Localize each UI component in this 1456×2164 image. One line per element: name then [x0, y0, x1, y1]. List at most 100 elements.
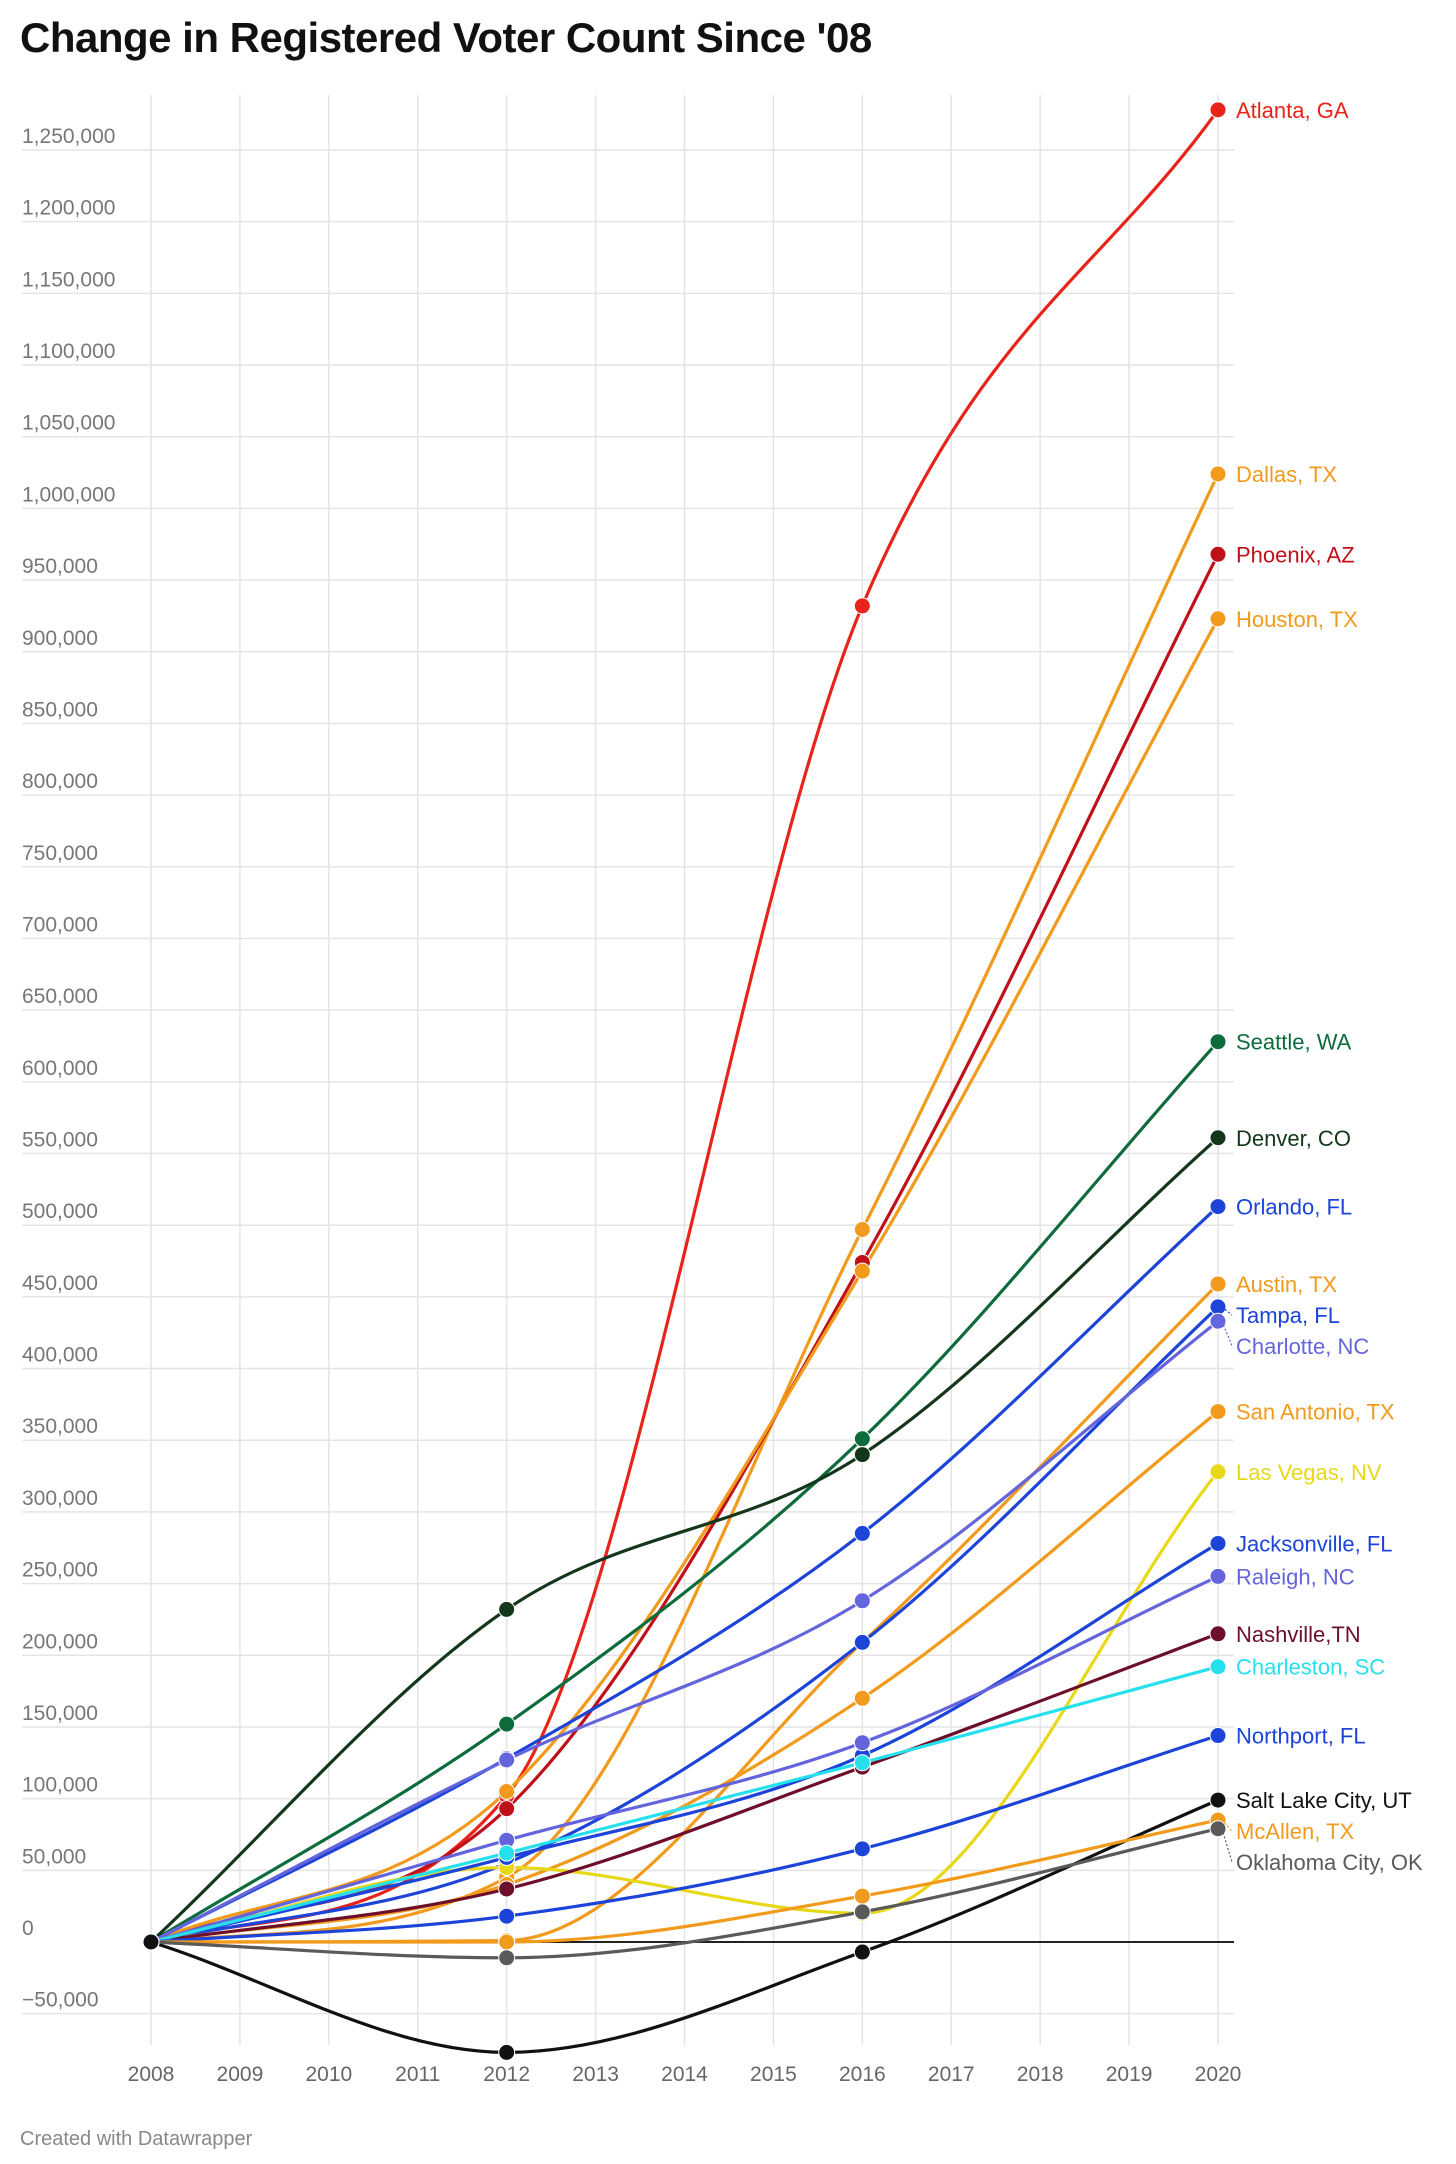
y-tick-label: 800,000 — [22, 770, 98, 793]
data-point — [853, 1221, 871, 1239]
x-tick-label: 2013 — [572, 2063, 619, 2086]
y-tick-label: 650,000 — [22, 985, 98, 1008]
data-point — [853, 1430, 871, 1448]
y-tick-label: 500,000 — [22, 1200, 98, 1223]
series-line — [149, 1136, 1220, 1944]
y-tick-label: 1,100,000 — [22, 340, 115, 363]
series-line — [149, 472, 1220, 1944]
x-tick-label: 2019 — [1106, 2063, 1153, 2086]
y-tick-label: 1,000,000 — [22, 483, 115, 506]
y-tick-label: 1,050,000 — [22, 412, 115, 435]
data-point — [1209, 1129, 1227, 1147]
data-point — [1209, 101, 1227, 119]
label-leader — [1221, 1828, 1233, 1863]
y-tick-label: 950,000 — [22, 555, 98, 578]
x-tick-label: 2010 — [305, 2063, 352, 2086]
data-point — [498, 1949, 516, 1967]
x-tick-label: 2020 — [1195, 2063, 1242, 2086]
y-tick-label: 200,000 — [22, 1630, 98, 1653]
data-point — [853, 1689, 871, 1707]
series-line — [149, 1818, 1220, 1944]
footer-credit: Created with Datawrapper — [20, 2128, 253, 2150]
series-label: Raleigh, NC — [1236, 1564, 1355, 1589]
series-label: Jacksonville, FL — [1236, 1531, 1393, 1556]
data-point — [1209, 465, 1227, 483]
axis-layer: 2008 2009 2010 2011 2012 2013 2014 2015 2016 2017… — [22, 125, 1241, 2086]
series-line — [149, 1541, 1220, 1944]
y-tick-label: 600,000 — [22, 1057, 98, 1080]
data-point — [1209, 1567, 1227, 1585]
series-label: Atlanta, GA — [1236, 98, 1349, 123]
data-point — [1209, 610, 1227, 628]
series-label: Seattle, WA — [1236, 1030, 1352, 1055]
series-label: Denver, CO — [1236, 1126, 1351, 1151]
series-line — [149, 1632, 1220, 1944]
y-tick-label: −50,000 — [22, 1989, 99, 2012]
x-tick-label: 2017 — [928, 2063, 975, 2086]
data-point — [498, 1751, 516, 1769]
data-point — [853, 1524, 871, 1542]
series-label: Dallas, TX — [1236, 462, 1337, 487]
series-line — [149, 617, 1220, 1944]
data-point — [1209, 1534, 1227, 1552]
x-tick-label: 2016 — [839, 2063, 886, 2086]
label-leader — [1221, 1819, 1233, 1832]
y-tick-label: 350,000 — [22, 1415, 98, 1438]
series-line — [149, 1040, 1220, 1944]
grid-layer — [22, 95, 1234, 2045]
series-lines — [149, 108, 1220, 2054]
data-point — [853, 1446, 871, 1464]
data-point — [498, 1880, 516, 1898]
data-point — [853, 1592, 871, 1610]
series-label: McAllen, TX — [1236, 1819, 1355, 1844]
data-point — [853, 1754, 871, 1772]
y-tick-label: 850,000 — [22, 698, 98, 721]
data-point — [853, 1840, 871, 1858]
x-tick-label: 2015 — [750, 2063, 797, 2086]
data-point — [853, 1633, 871, 1651]
data-point — [498, 1782, 516, 1800]
series-label: Tampa, FL — [1236, 1303, 1340, 1328]
x-tick-label: 2011 — [395, 2063, 440, 2086]
series-line — [149, 1665, 1220, 1944]
data-point — [1209, 545, 1227, 563]
series-label: Oklahoma City, OK — [1236, 1850, 1423, 1875]
y-tick-label: 100,000 — [22, 1774, 98, 1797]
series-label: Nashville,TN — [1236, 1622, 1361, 1647]
data-point — [498, 2043, 516, 2061]
x-tick-label: 2014 — [661, 2063, 708, 2086]
series-line — [149, 1734, 1220, 1944]
data-point — [1209, 1463, 1227, 1481]
series-line — [149, 108, 1220, 1944]
y-tick-label: 1,150,000 — [22, 268, 115, 291]
data-point — [498, 1907, 516, 1925]
data-point — [853, 1943, 871, 1961]
series-label: Las Vegas, NV — [1236, 1460, 1382, 1485]
series-label: Salt Lake City, UT — [1236, 1788, 1412, 1813]
data-point — [1209, 1727, 1227, 1745]
y-tick-label: 1,250,000 — [22, 125, 115, 148]
data-point — [1209, 1658, 1227, 1676]
series-line — [149, 1798, 1220, 2054]
series-points — [142, 101, 1227, 2061]
data-point — [1209, 1033, 1227, 1051]
data-point — [498, 1715, 516, 1733]
data-point — [142, 1933, 160, 1951]
data-point — [1209, 1312, 1227, 1330]
series-label: Phoenix, AZ — [1236, 542, 1355, 567]
data-point — [1209, 1820, 1227, 1838]
data-point — [1209, 1403, 1227, 1421]
y-tick-label: 550,000 — [22, 1129, 98, 1152]
y-tick-label: 300,000 — [22, 1487, 98, 1510]
data-point — [1209, 1625, 1227, 1643]
y-tick-label: 0 — [22, 1917, 34, 1940]
data-point — [853, 1887, 871, 1905]
data-point — [498, 1933, 516, 1951]
x-tick-label: 2018 — [1017, 2063, 1064, 2086]
series-line — [149, 1410, 1220, 1944]
series-line — [149, 1827, 1220, 1960]
series-line — [149, 1574, 1220, 1944]
data-point — [1209, 1791, 1227, 1809]
x-tick-label: 2008 — [128, 2063, 175, 2086]
